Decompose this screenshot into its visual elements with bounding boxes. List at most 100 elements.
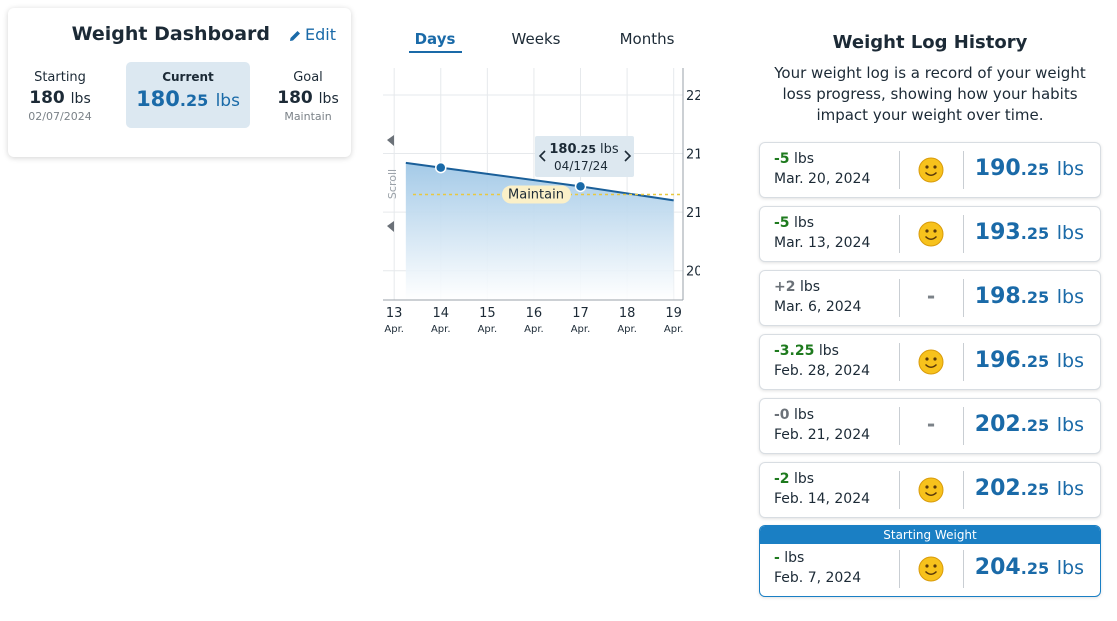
tooltip-value: 180.25 lbs	[549, 142, 619, 157]
weight-whole: 204	[974, 555, 1021, 580]
log-entry: -2 lbs Feb. 14, 2024 202.25 lbs	[759, 462, 1101, 518]
stat-label: Current	[162, 70, 214, 84]
log-date: Feb. 21, 2024	[774, 427, 871, 443]
separator	[899, 550, 900, 588]
scroll-up	[387, 135, 394, 146]
stat-value: 180 lbs	[246, 88, 370, 108]
weight-unit: lbs	[1056, 414, 1084, 436]
stat-whole: 180	[277, 88, 313, 108]
weight-fraction: .25	[1020, 288, 1050, 307]
x-tick-sublabel: Apr.	[571, 324, 591, 335]
chart: Days Weeks Months Maintain 180.25 lbs 04/17/24…	[383, 30, 700, 335]
log-weight: 190.25 lbs	[975, 156, 1084, 181]
stat-sub: Maintain	[284, 110, 332, 123]
x-tick-label: 18	[619, 306, 636, 321]
stat-fraction: .25	[179, 91, 209, 110]
smiley	[918, 349, 944, 375]
log-change-unit: lbs	[799, 279, 821, 295]
log-date: Feb. 28, 2024	[774, 363, 871, 379]
log-weight: 193.25 lbs	[975, 220, 1084, 245]
area	[405, 162, 674, 300]
weight-whole: 196	[974, 348, 1021, 373]
log-change-unit: lbs	[794, 407, 815, 423]
x-tick-sublabel: Apr.	[384, 324, 404, 335]
log-title: Weight Log History	[832, 32, 1028, 53]
separator	[963, 471, 964, 509]
line	[405, 161, 674, 202]
weight-fraction: .25	[1020, 224, 1050, 243]
log-change-unit: lbs	[818, 343, 839, 359]
dashboard-card: Weight Dashboard Edit Starting 180 lbs 02/…	[8, 8, 351, 157]
stat: Current 180.25 lbs	[126, 62, 250, 128]
goal-label-bg	[502, 185, 571, 204]
edit-icon[interactable]	[288, 29, 302, 43]
stat-unit: lbs	[215, 91, 240, 111]
stat-unit: lbs	[70, 91, 91, 107]
stat-label: Starting	[34, 70, 86, 85]
tab[interactable]: Days	[415, 30, 456, 48]
log-description: Your weight log is a record of your weig…	[774, 64, 1086, 124]
x-tick-sublabel: Apr.	[617, 324, 637, 335]
log-change-unit: lbs	[794, 471, 815, 487]
tooltip-next	[624, 150, 632, 162]
log-date: Mar. 13, 2024	[774, 235, 871, 251]
y-tick-label: 220	[686, 89, 700, 104]
log-weight: 196.25 lbs	[975, 348, 1084, 373]
log-change: - lbs	[774, 550, 804, 566]
log-change: -3.25 lbs	[774, 343, 839, 359]
log-change: -5 lbs	[774, 215, 814, 231]
tooltip-whole: 180	[549, 142, 576, 157]
tab[interactable]: Weeks	[512, 30, 561, 48]
point	[574, 180, 587, 193]
stat-whole: 180	[136, 87, 180, 111]
mood: -	[926, 284, 936, 308]
separator	[963, 151, 964, 189]
separator	[963, 279, 964, 317]
x-tick-label: 19	[665, 306, 682, 321]
log-entry: -0 lbs Feb. 21, 2024 - 202.25 lbs	[759, 398, 1101, 454]
edit-link[interactable]: Edit	[305, 25, 336, 44]
smiley	[918, 221, 944, 247]
y-tick-label: 210	[686, 206, 700, 221]
weight-unit: lbs	[1056, 286, 1084, 308]
log-entry: +2 lbs Mar. 6, 2024 - 198.25 lbs	[759, 270, 1101, 326]
separator	[899, 279, 900, 317]
tooltip-unit: lbs	[600, 142, 619, 157]
stat-unit: lbs	[318, 91, 339, 107]
weight-unit: lbs	[1056, 350, 1084, 372]
log-change: -2 lbs	[774, 471, 814, 487]
separator	[963, 343, 964, 381]
separator	[963, 550, 964, 588]
log-date: Mar. 20, 2024	[774, 171, 871, 187]
log-date: Feb. 7, 2024	[774, 570, 862, 586]
log-change-unit: lbs	[784, 550, 805, 566]
log-change-unit: lbs	[794, 215, 815, 231]
log-entry: -5 lbs Mar. 20, 2024 190.25 lbs	[759, 142, 1101, 198]
separator	[899, 151, 900, 189]
log-change: -5 lbs	[774, 151, 814, 167]
stat: Starting 180 lbs 02/07/2024	[0, 62, 122, 128]
log-change-value: -0	[774, 407, 790, 423]
tooltip-date: 04/17/24	[554, 159, 608, 173]
weight-fraction: .25	[1020, 352, 1050, 371]
goal-label: Maintain	[508, 188, 564, 203]
weight-whole: 202	[974, 476, 1021, 501]
x-tick-label: 17	[572, 306, 589, 321]
log-change: -0 lbs	[774, 407, 814, 423]
log-date: Mar. 6, 2024	[774, 299, 862, 315]
log-change: +2 lbs	[774, 279, 820, 295]
log-date: Feb. 14, 2024	[774, 491, 871, 507]
log-change-value: +2	[774, 279, 796, 295]
weight-whole: 202	[974, 412, 1021, 437]
log-weight: 202.25 lbs	[975, 412, 1084, 437]
separator	[899, 215, 900, 253]
tab[interactable]: Months	[620, 30, 675, 48]
y-tick-label: 215	[686, 148, 700, 163]
weight-whole: 190	[974, 156, 1021, 181]
log-change-value: -2	[774, 471, 790, 487]
separator	[899, 407, 900, 445]
log-entry: -5 lbs Mar. 13, 2024 193.25 lbs	[759, 206, 1101, 262]
smiley	[918, 556, 944, 582]
smiley	[918, 477, 944, 503]
